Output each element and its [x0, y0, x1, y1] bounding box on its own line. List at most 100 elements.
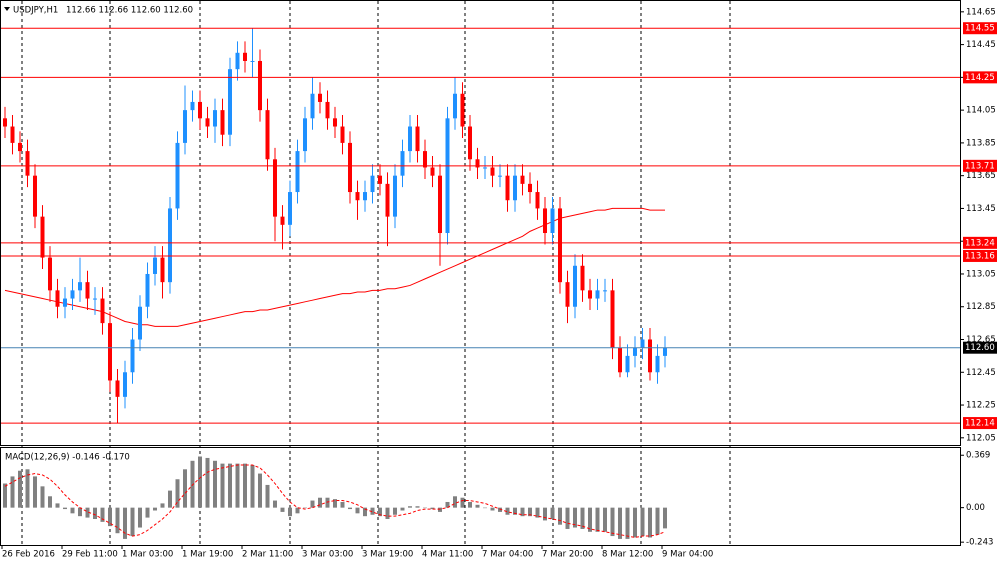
- day-separators: [21, 1, 731, 545]
- histogram-bar: [633, 507, 637, 538]
- candle-body: [528, 183, 532, 193]
- histogram-bar: [160, 503, 165, 508]
- level-label: 114.25: [965, 73, 995, 83]
- histogram-bar: [108, 507, 112, 527]
- candle-body: [25, 151, 30, 176]
- candle-body: [490, 167, 495, 176]
- level-label: 113.16: [965, 251, 995, 261]
- histogram-bar: [393, 507, 397, 515]
- histogram-bar: [25, 469, 30, 508]
- chart-subtitle: 112.66 112.66 112.60 112.60: [66, 6, 193, 16]
- x-tick-label: 9 Mar 04:00: [662, 550, 713, 560]
- candle-body: [295, 151, 300, 193]
- histogram-bar: [355, 507, 360, 514]
- histogram-bar: [573, 507, 577, 528]
- candle-body: [168, 208, 172, 283]
- candle-body: [130, 339, 135, 373]
- histogram-bar: [250, 465, 255, 508]
- level-label-box: [963, 22, 997, 35]
- x-tick-label: 7 Mar 04:00: [482, 550, 533, 560]
- candle-body: [408, 126, 412, 152]
- histogram-bar: [213, 460, 217, 508]
- candle-body: [400, 151, 405, 176]
- histogram-bar: [558, 507, 562, 525]
- y-tick-label: 0.00: [966, 503, 985, 513]
- candle-body: [535, 192, 540, 209]
- candle-body: [265, 110, 270, 160]
- candle-body: [543, 208, 547, 234]
- histogram-bar: [618, 507, 622, 539]
- candle-body: [235, 52, 240, 70]
- candle-body: [318, 93, 322, 102]
- candle-body: [250, 60, 255, 62]
- histogram-bar: [100, 507, 105, 522]
- histogram-bar: [33, 476, 37, 508]
- candle-body: [348, 142, 352, 193]
- candle-body: [325, 101, 330, 119]
- x-tick-label: 3 Mar 03:00: [302, 550, 353, 560]
- menu-arrow: [4, 7, 10, 11]
- candle-body: [190, 101, 195, 111]
- histogram-bar: [535, 507, 540, 518]
- level-label-box: [963, 417, 997, 430]
- macd-panel: [0, 447, 961, 546]
- x-tick-label: 3 Mar 19:00: [362, 550, 413, 560]
- histogram-bar: [513, 507, 517, 515]
- histogram-bar: [625, 507, 630, 539]
- histogram-bar: [505, 507, 510, 515]
- candle-body: [393, 175, 397, 217]
- candle-body: [228, 69, 232, 135]
- y-tick-label: -0.243: [966, 538, 993, 548]
- histogram-bar: [648, 507, 652, 538]
- candle-body: [498, 175, 502, 177]
- candle-body: [363, 192, 367, 201]
- histogram-bar: [588, 507, 592, 532]
- histogram-bar: [445, 501, 450, 508]
- histogram-bar: [348, 507, 352, 510]
- histogram-bar: [415, 506, 420, 508]
- x-tick-label: 8 Mar 12:00: [602, 550, 653, 560]
- histogram-bar: [453, 496, 457, 508]
- main-panel: [0, 0, 961, 446]
- candle-body: [625, 355, 630, 373]
- moving-average: [4, 207, 665, 327]
- histogram-bar: [490, 507, 495, 511]
- histogram-bar: [385, 507, 390, 520]
- candle-body: [115, 380, 120, 397]
- histogram-bar: [363, 507, 367, 517]
- level-label-box: [963, 249, 997, 262]
- histogram-bar: [153, 507, 157, 511]
- histogram-bar: [205, 457, 210, 508]
- candle-body: [603, 290, 607, 292]
- level-label: 113.71: [965, 161, 995, 171]
- y-tick-label: 0.369: [966, 451, 990, 461]
- histogram-bar: [543, 507, 547, 521]
- histogram-bar: [3, 483, 7, 508]
- candle-body: [123, 372, 127, 397]
- y-tick-label: 112.05: [966, 433, 996, 443]
- histogram-bar: [423, 507, 427, 509]
- candle-body: [648, 339, 652, 373]
- candle-body: [160, 257, 165, 283]
- histogram-bar: [183, 469, 187, 508]
- histogram-bar: [430, 507, 435, 510]
- histogram-bar: [340, 501, 345, 508]
- histogram-bar: [130, 507, 135, 537]
- histogram-bar: [175, 479, 180, 508]
- candle-body: [340, 126, 345, 143]
- candle-body: [280, 216, 285, 225]
- candle-body: [355, 192, 360, 201]
- x-tick-label: 29 Feb 11:00: [62, 550, 118, 560]
- histogram-bar: [258, 473, 262, 508]
- candle-body: [40, 216, 45, 258]
- histogram-bar: [145, 507, 150, 518]
- candle-body: [3, 118, 7, 127]
- histogram-bar: [10, 476, 15, 508]
- histogram-bar: [603, 507, 607, 532]
- histogram-bar: [655, 507, 660, 535]
- histogram-bar: [468, 501, 472, 508]
- y-tick-label: 113.85: [966, 138, 996, 148]
- candle-body: [423, 151, 427, 168]
